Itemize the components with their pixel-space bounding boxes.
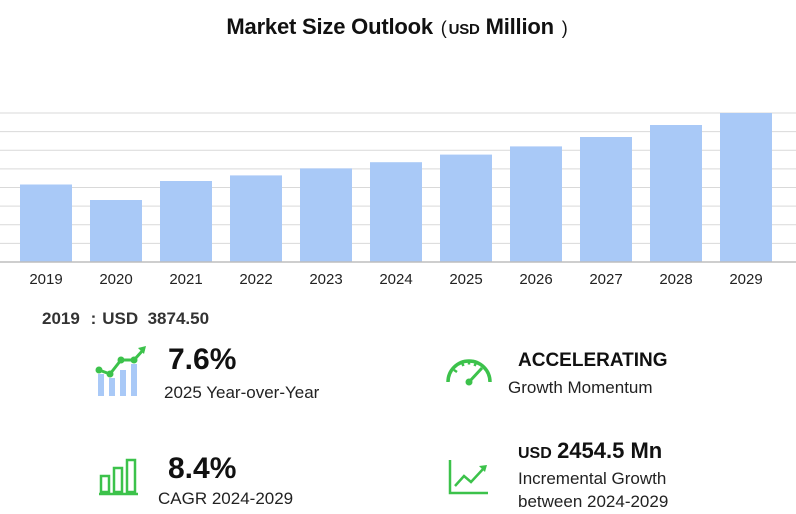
x-tick-label: 2029 xyxy=(729,271,762,288)
incremental-label-line1: Incremental Growth xyxy=(518,469,667,488)
title-main: Market Size Outlook xyxy=(226,14,433,39)
x-tick-label: 2026 xyxy=(519,271,552,288)
speedometer-icon xyxy=(446,359,492,386)
base-sep: : xyxy=(90,309,97,328)
chart-title: Market Size Outlook (USD Million ) xyxy=(0,14,796,40)
momentum-label: Growth Momentum xyxy=(508,378,653,397)
x-tick-label: 2021 xyxy=(169,271,202,288)
bar-2020 xyxy=(90,200,142,262)
momentum-value: ACCELERATING xyxy=(518,350,668,371)
incremental-currency: USD xyxy=(518,445,552,462)
yoy-label: 2025 Year-over-Year xyxy=(164,383,320,402)
incremental-value: USD 2454.5 Mn xyxy=(518,438,662,464)
x-tick-label: 2022 xyxy=(239,271,272,288)
base-year: 2019 xyxy=(42,309,80,328)
bar-2028 xyxy=(650,125,702,262)
x-tick-label: 2024 xyxy=(379,271,412,288)
bar-2026 xyxy=(510,146,562,262)
x-tick-label: 2020 xyxy=(99,271,132,288)
bar-2027 xyxy=(580,137,632,262)
x-tick-label: 2028 xyxy=(659,271,692,288)
title-unit-usd: USD xyxy=(448,21,480,38)
bar-2022 xyxy=(230,175,282,262)
title-unit-open: ( xyxy=(440,18,447,38)
title-unit-close: ) xyxy=(561,18,568,38)
bar-2025 xyxy=(440,154,492,262)
x-tick-label: 2025 xyxy=(449,271,482,288)
cagr-label: CAGR 2024-2029 xyxy=(158,489,294,508)
base-year-stat: 2019 : USD 3874.50 xyxy=(42,309,209,329)
base-currency: USD xyxy=(102,309,139,328)
bar-chart-icon xyxy=(99,458,138,496)
incremental-label-line2: between 2024-2029 xyxy=(518,492,669,511)
bar-2023 xyxy=(300,168,352,262)
cagr-value: 8.4% xyxy=(168,452,237,485)
x-tick-label: 2027 xyxy=(589,271,622,288)
bar-2029 xyxy=(720,113,772,262)
x-tick-label: 2019 xyxy=(29,271,62,288)
bar-2021 xyxy=(160,181,212,262)
incremental-amount: 2454.5 Mn xyxy=(557,438,663,463)
trend-line-icon xyxy=(448,460,488,495)
bar-chart: 2019 2020 2021 2022 2023 2024 2025 2026 2027 2028… xyxy=(0,112,796,288)
growth-chart-icon xyxy=(95,346,146,396)
bar-2024 xyxy=(370,162,422,262)
base-value: 3874.50 xyxy=(147,309,210,328)
yoy-value: 7.6% xyxy=(168,343,237,376)
x-tick-label: 2023 xyxy=(309,271,342,288)
bar-2019 xyxy=(20,184,72,262)
title-unit-million: Million xyxy=(485,14,554,39)
